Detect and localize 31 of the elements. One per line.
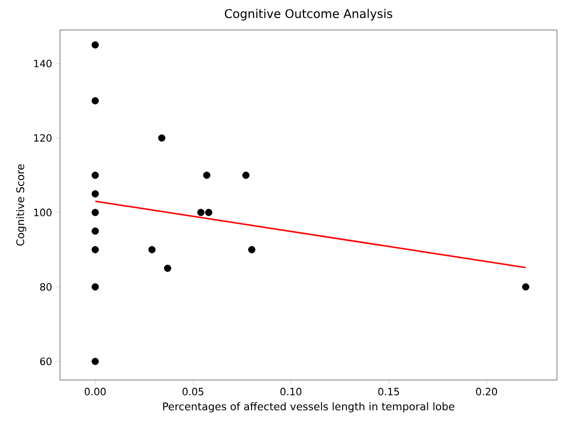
point [92,208,99,216]
point [92,41,99,48]
point [92,97,99,104]
y-tick-label: 60 [40,358,52,366]
point [197,208,204,216]
point [158,134,166,142]
point [522,283,530,291]
point [164,264,172,272]
point [92,190,99,198]
point [148,246,156,254]
x-tick-label: 0.15 [378,388,399,396]
x-tick-label: 0.20 [476,388,498,396]
point [92,172,99,179]
point [242,172,250,179]
point [205,208,212,216]
point [92,283,99,291]
y-tick-label: 120 [34,134,52,142]
x-axis-title: Percentages of affected vessels length in temporal lobe [163,402,454,412]
y-tick-label: 100 [34,208,52,216]
y-tick-label: 80 [40,283,52,291]
point [203,172,210,179]
x-tick-label: 0.05 [182,388,204,396]
point [92,246,99,254]
point [248,246,256,254]
point [92,227,99,235]
chart-title: Cognitive Outcome Analysis [224,8,392,20]
y-tick-label: 140 [34,60,52,68]
x-tick-label: 0.00 [84,388,106,396]
x-tick-label: 0.10 [280,388,302,396]
point [92,358,99,365]
y-axis-title: Cognitive Score [16,164,26,246]
